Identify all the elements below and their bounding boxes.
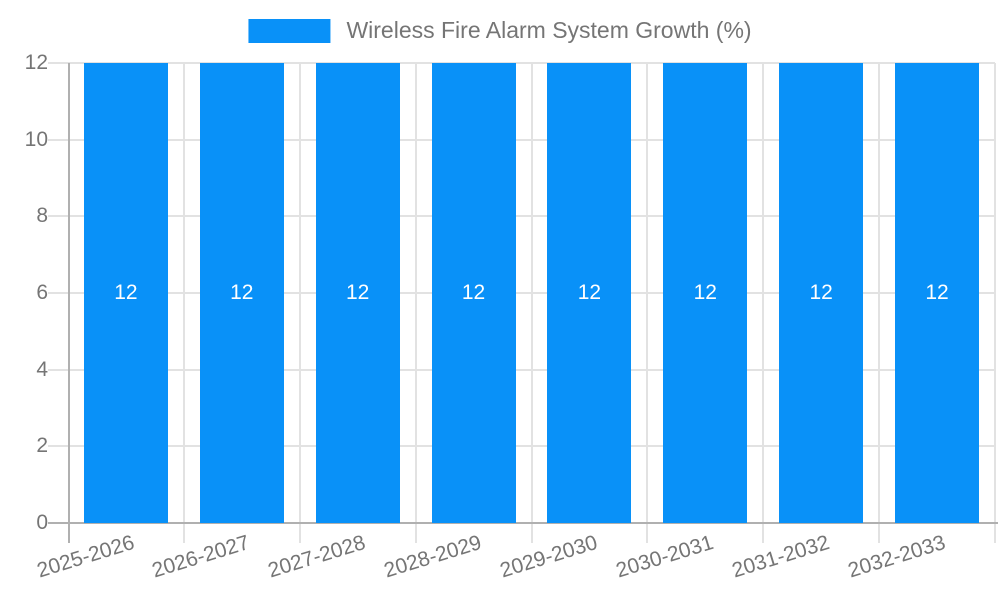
gridline-horizontal xyxy=(48,138,995,141)
bar: 12 xyxy=(547,63,632,523)
bar-value-label: 12 xyxy=(577,281,602,304)
y-axis-tick-label: 8 xyxy=(36,204,48,228)
bar-value-label: 12 xyxy=(925,281,949,304)
bar-value-label: 12 xyxy=(809,281,833,304)
plot-area: 12 12 12 12 12 12 12 12 xyxy=(48,62,998,543)
gridline-vertical xyxy=(646,63,649,543)
x-axis-tick-label: 2025-2026 xyxy=(33,531,137,583)
x-axis-line xyxy=(48,522,998,524)
legend-swatch xyxy=(248,18,331,43)
chart-legend: Wireless Fire Alarm System Growth (%) xyxy=(248,17,752,44)
gridline-vertical xyxy=(762,63,765,543)
bar: 12 xyxy=(431,63,516,523)
gridline-vertical xyxy=(298,63,301,543)
bar-value-label: 12 xyxy=(693,281,717,304)
x-axis-tick-label: 2032-2033 xyxy=(845,531,948,583)
gridline-vertical xyxy=(182,63,185,543)
bar: 12 xyxy=(315,63,400,523)
x-axis-tick-label: 2031-2032 xyxy=(729,531,832,583)
bar-value-label: 12 xyxy=(230,281,254,304)
y-axis-tick-label: 0 xyxy=(36,511,48,534)
bar: 12 xyxy=(779,63,864,523)
gridline-horizontal xyxy=(48,292,995,294)
bar-value-label: 12 xyxy=(114,281,138,304)
bar-value-label: 12 xyxy=(346,281,370,304)
y-axis-tick-label: 10 xyxy=(24,127,48,151)
bar: 12 xyxy=(199,63,284,523)
gridline-horizontal xyxy=(48,215,995,218)
x-axis-tick-label: 2027-2028 xyxy=(265,531,369,583)
gridline-vertical xyxy=(530,63,533,543)
y-axis-line xyxy=(68,63,70,543)
legend-series-label: Wireless Fire Alarm System Growth (%) xyxy=(346,17,752,43)
y-axis-tick-label: 6 xyxy=(36,281,48,304)
x-axis-tick-label: 2030-2031 xyxy=(613,531,717,583)
gridline-horizontal xyxy=(48,62,995,64)
y-axis-tick-label: 2 xyxy=(36,434,48,458)
gridline-vertical xyxy=(878,63,881,543)
gridline-vertical xyxy=(994,63,996,543)
gridline-horizontal xyxy=(48,445,995,448)
bar: 12 xyxy=(895,63,980,523)
x-axis-tick-label: 2026-2027 xyxy=(149,531,253,583)
gridline-vertical xyxy=(414,63,417,543)
x-axis-tick-label: 2029-2030 xyxy=(497,531,601,583)
gridline-horizontal xyxy=(48,368,995,371)
bar: 12 xyxy=(83,63,168,523)
x-axis-tick-label: 2028-2029 xyxy=(381,531,485,583)
y-axis-tick-label: 4 xyxy=(36,357,48,381)
y-axis-tick-label: 12 xyxy=(24,51,48,74)
bar: 12 xyxy=(663,63,748,523)
bar-value-label: 12 xyxy=(461,281,486,304)
